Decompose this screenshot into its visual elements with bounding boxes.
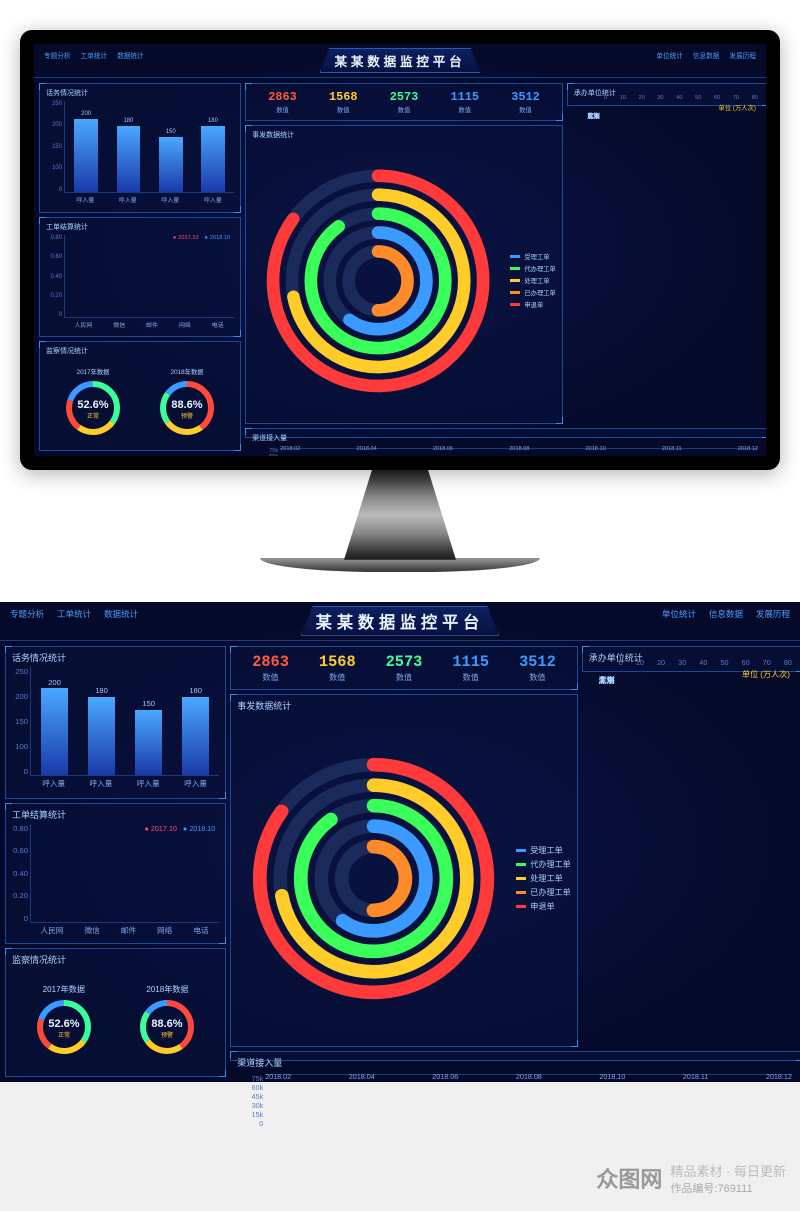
- svg-text:88.6%: 88.6%: [152, 1018, 183, 1030]
- legend-item: 已办理工单: [510, 288, 555, 297]
- nav-item[interactable]: 工单统计: [81, 50, 108, 60]
- radial-chart: 事发数据统计受理工单代办理工单处理工单已办理工单申退单: [230, 694, 578, 1047]
- panel-title: 渠道接入量: [252, 433, 762, 443]
- nav-item[interactable]: 信息数据: [693, 50, 720, 60]
- kpi-item: 3512数值: [519, 653, 556, 683]
- nav-item[interactable]: 单位统计: [656, 50, 683, 60]
- dashboard-title: 某某数据监控平台: [301, 606, 499, 636]
- svg-text:预警: 预警: [161, 1031, 173, 1039]
- kpi-item: 2863数值: [268, 90, 297, 114]
- kpi-item: 2573数值: [390, 90, 419, 114]
- svg-text:预警: 预警: [181, 412, 193, 420]
- panel-title: 监察情况统计: [46, 346, 234, 356]
- kpi-panel: 2863数值 1568数值 2573数值 1115数值 3512数值: [230, 646, 578, 690]
- monitor-mockup: 专题分析工单统计数据统计某某数据监控平台单位统计信息数据发展历程话务情况统计25…: [0, 0, 800, 582]
- panel-title: 监察情况统计: [12, 953, 219, 966]
- hbar-chart: 承办单位统计单位 (万人次)北京上海广州深圳北京上海广州深圳0102030405…: [567, 83, 766, 106]
- kpi-item: 3512数值: [511, 90, 540, 114]
- bar-chart-settlement: 工单结算统计2017.102018.100.800.600.400.200人民网…: [39, 217, 241, 337]
- nav-item[interactable]: 专题分析: [10, 608, 44, 620]
- legend-item: 申退单: [510, 300, 555, 309]
- panel-title: 事发数据统计: [252, 130, 556, 140]
- nav-item[interactable]: 单位统计: [662, 608, 696, 620]
- watermark: 众图网 精品素材 · 每日更新 作品编号:769111: [596, 1163, 786, 1197]
- legend-item: 代办理工单: [510, 264, 555, 273]
- gauge-panel: 监察情况统计 2017年数据52.6%正常 2018年数据88.6%预警: [5, 948, 226, 1077]
- svg-text:88.6%: 88.6%: [172, 399, 203, 411]
- kpi-item: 2863数值: [252, 653, 289, 683]
- bar-chart-settlement: 工单结算统计2017.102018.100.800.600.400.200人民网…: [5, 803, 226, 944]
- legend-item: 受理工单: [516, 845, 570, 856]
- nav-item[interactable]: 专题分析: [44, 50, 71, 60]
- gauge: 2018年数据88.6%预警: [137, 984, 197, 1057]
- line-chart: 渠道接入量75k60k45k30k15k02018.022018.042018.…: [230, 1051, 800, 1061]
- nav-item[interactable]: 工单统计: [57, 608, 91, 620]
- gauge: 2017年数据52.6%正常: [34, 984, 94, 1057]
- svg-text:52.6%: 52.6%: [48, 1018, 79, 1030]
- kpi-item: 1115数值: [452, 653, 489, 683]
- svg-text:正常: 正常: [87, 412, 99, 420]
- nav-item[interactable]: 发展历程: [756, 608, 790, 620]
- panel-title: 话务情况统计: [46, 88, 234, 98]
- panel-title: 工单结算统计: [12, 808, 219, 821]
- panel-title: 渠道接入量: [237, 1056, 796, 1069]
- dashboard-title: 某某数据监控平台: [320, 48, 481, 73]
- kpi-panel: 2863数值 1568数值 2573数值 1115数值 3512数值: [245, 83, 563, 121]
- gauge-panel: 监察情况统计 2017年数据52.6%正常 2018年数据88.6%预警: [39, 341, 241, 451]
- hbar-chart: 承办单位统计单位 (万人次)北京上海广州深圳北京上海广州深圳0102030405…: [582, 646, 800, 672]
- legend-item: 处理工单: [510, 276, 555, 285]
- line-chart: 渠道接入量75k60k45k30k15k02018.022018.042018.…: [245, 428, 766, 438]
- legend-item: 处理工单: [516, 873, 570, 884]
- nav-item[interactable]: 信息数据: [709, 608, 743, 620]
- radial-chart: 事发数据统计受理工单代办理工单处理工单已办理工单申退单: [245, 125, 563, 424]
- legend-item: 代办理工单: [516, 859, 570, 870]
- panel-title: 话务情况统计: [12, 651, 219, 664]
- nav-item[interactable]: 数据统计: [104, 608, 138, 620]
- kpi-item: 1568数值: [329, 90, 358, 114]
- bar-chart-calls: 话务情况统计2502001501000200180150180呼入量呼入量呼入量…: [5, 646, 226, 799]
- nav-item[interactable]: 数据统计: [117, 50, 144, 60]
- legend-item: 申退单: [516, 901, 570, 912]
- gauge: 2017年数据52.6%正常: [63, 367, 123, 438]
- legend-item: 已办理工单: [516, 887, 570, 898]
- svg-text:52.6%: 52.6%: [77, 399, 108, 411]
- kpi-item: 1568数值: [319, 653, 356, 683]
- panel-title: 工单结算统计: [46, 222, 234, 232]
- kpi-item: 2573数值: [386, 653, 423, 683]
- kpi-item: 1115数值: [450, 90, 479, 114]
- svg-text:正常: 正常: [58, 1031, 70, 1039]
- dashboard-full: 专题分析工单统计数据统计某某数据监控平台单位统计信息数据发展历程话务情况统计25…: [0, 602, 800, 1082]
- legend-item: 受理工单: [510, 252, 555, 261]
- nav-item[interactable]: 发展历程: [729, 50, 756, 60]
- bar-chart-calls: 话务情况统计2502001501000200180150180呼入量呼入量呼入量…: [39, 83, 241, 213]
- gauge: 2018年数据88.6%预警: [157, 367, 217, 438]
- panel-title: 事发数据统计: [237, 699, 571, 712]
